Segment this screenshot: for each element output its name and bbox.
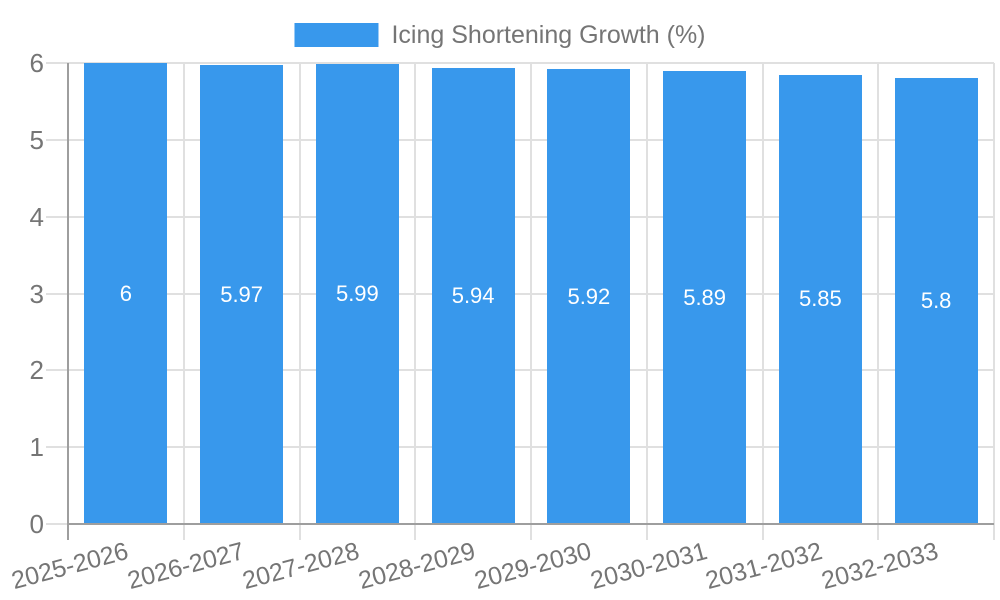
bar[interactable] bbox=[431, 67, 515, 524]
x-axis-tick bbox=[645, 524, 648, 540]
x-axis-tick bbox=[298, 524, 301, 540]
legend[interactable]: Icing Shortening Growth (%) bbox=[294, 18, 706, 52]
bar-value-label: 5.97 bbox=[220, 281, 264, 307]
bar[interactable] bbox=[84, 63, 168, 524]
y-axis-tick bbox=[46, 62, 68, 64]
gridline-v bbox=[182, 63, 185, 524]
y-axis-label: 2 bbox=[29, 355, 44, 386]
gridline-v bbox=[645, 63, 648, 524]
gridline-v bbox=[530, 63, 532, 524]
x-axis-tick bbox=[761, 524, 764, 540]
x-axis-tick bbox=[414, 524, 417, 540]
bar[interactable] bbox=[200, 65, 284, 524]
y-axis-tick bbox=[46, 446, 68, 449]
gridline-v bbox=[414, 63, 417, 524]
y-axis-tick bbox=[46, 523, 68, 525]
bar[interactable] bbox=[315, 63, 399, 524]
y-axis-label: 0 bbox=[29, 509, 44, 539]
y-axis-label: 5 bbox=[29, 124, 44, 155]
gridline-v bbox=[761, 63, 764, 524]
bar-value-label: 5.94 bbox=[451, 282, 495, 308]
x-axis-line bbox=[68, 523, 994, 525]
x-axis-tick bbox=[182, 524, 185, 540]
y-axis-tick bbox=[46, 138, 68, 141]
gridline-v bbox=[298, 63, 301, 524]
x-axis-tick bbox=[877, 524, 880, 540]
bar-value-label: 5.92 bbox=[567, 283, 611, 309]
legend-label: Icing Shortening Growth (%) bbox=[391, 21, 706, 49]
bar[interactable] bbox=[894, 78, 978, 524]
gridline-v bbox=[877, 63, 880, 524]
x-axis-tick bbox=[530, 524, 532, 540]
bar-value-label: 5.8 bbox=[920, 288, 952, 314]
bar-value-label: 5.99 bbox=[335, 280, 379, 306]
y-axis-tick bbox=[46, 215, 68, 218]
y-axis-tick bbox=[46, 369, 68, 372]
y-axis-label: 6 bbox=[29, 48, 44, 78]
bar-value-label: 5.89 bbox=[683, 284, 727, 310]
legend-swatch bbox=[294, 23, 379, 47]
y-axis-tick bbox=[46, 292, 68, 295]
bar-value-label: 5.85 bbox=[798, 286, 842, 312]
bar[interactable] bbox=[663, 71, 747, 524]
y-axis-label: 1 bbox=[29, 432, 44, 463]
bar[interactable] bbox=[547, 69, 631, 524]
x-axis-tick bbox=[993, 524, 995, 540]
y-axis-line bbox=[67, 63, 69, 540]
y-axis-label: 3 bbox=[29, 278, 44, 309]
bar-value-label: 6 bbox=[119, 280, 132, 306]
bar[interactable] bbox=[778, 74, 862, 524]
y-axis-label: 4 bbox=[29, 201, 44, 232]
gridline-v bbox=[993, 63, 995, 524]
